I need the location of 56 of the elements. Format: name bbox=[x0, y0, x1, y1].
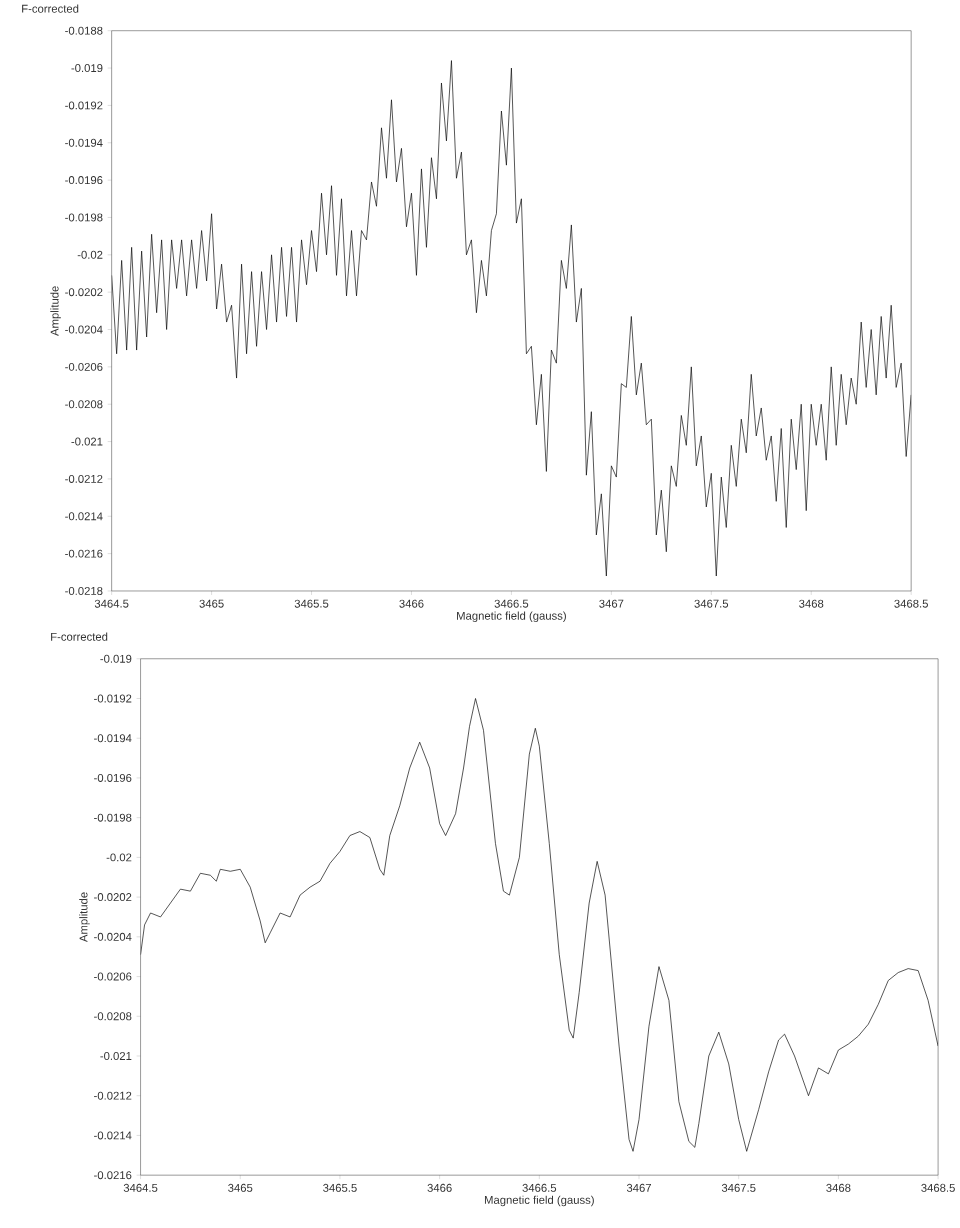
y-tick-label: -0.0212 bbox=[65, 474, 103, 483]
y-tick-label: -0.02 bbox=[77, 250, 103, 259]
x-tick-label: 3466.5 bbox=[522, 1183, 557, 1192]
y-tick-label: -0.0216 bbox=[94, 1171, 132, 1180]
y-tick-label: -0.02 bbox=[106, 853, 132, 862]
x-tick-label: 3468 bbox=[826, 1183, 851, 1192]
y-tick-label: -0.021 bbox=[71, 437, 103, 446]
y-tick-label: -0.0198 bbox=[65, 213, 103, 222]
chart-title: F-corrected bbox=[22, 4, 79, 13]
y-tick-label: -0.0208 bbox=[94, 1012, 132, 1021]
y-tick-label: -0.0192 bbox=[65, 101, 103, 110]
y-axis-title: Amplitude bbox=[79, 892, 90, 943]
y-tick-label: -0.0202 bbox=[94, 893, 132, 902]
x-tick-label: 3467.5 bbox=[721, 1183, 756, 1192]
y-tick-label: -0.0216 bbox=[65, 549, 103, 558]
y-tick-label: -0.0204 bbox=[65, 325, 103, 334]
x-axis-title: Magnetic field (gauss) bbox=[457, 611, 567, 622]
x-tick-label: 3468.5 bbox=[894, 599, 929, 608]
x-tick-label: 3464.5 bbox=[123, 1183, 158, 1192]
y-tick-label: -0.0196 bbox=[94, 773, 132, 782]
y-tick-label: -0.0204 bbox=[94, 932, 132, 941]
y-tick-label: -0.0208 bbox=[65, 400, 103, 409]
y-tick-label: -0.0218 bbox=[65, 586, 103, 595]
x-tick-label: 3465 bbox=[199, 599, 224, 608]
x-tick-label: 3467 bbox=[599, 599, 624, 608]
y-tick-label: -0.0214 bbox=[94, 1131, 132, 1140]
y-tick-label: -0.021 bbox=[100, 1052, 132, 1060]
y-tick-label: -0.0206 bbox=[65, 362, 103, 371]
y-tick-label: -0.019 bbox=[100, 654, 132, 663]
y-axis-title: Amplitude bbox=[50, 286, 61, 336]
y-tick-label: -0.0202 bbox=[65, 288, 103, 297]
y-tick-label: -0.0212 bbox=[94, 1091, 132, 1100]
y-tick-label: -0.0194 bbox=[94, 734, 132, 743]
y-tick-label: -0.0214 bbox=[65, 512, 103, 521]
chart-title: F-corrected bbox=[51, 632, 108, 641]
y-tick-label: -0.0198 bbox=[94, 813, 132, 822]
x-tick-label: 3467.5 bbox=[694, 599, 729, 608]
x-tick-label: 3466 bbox=[427, 1183, 452, 1192]
x-tick-label: 3465 bbox=[228, 1183, 253, 1192]
x-tick-label: 3464.5 bbox=[94, 599, 129, 608]
line-series bbox=[111, 60, 912, 577]
x-tick-label: 3465.5 bbox=[323, 1183, 357, 1192]
y-tick-label: -0.0194 bbox=[65, 138, 103, 147]
x-tick-label: 3468 bbox=[799, 599, 824, 608]
x-axis-title: Magnetic field (gauss) bbox=[485, 1195, 594, 1207]
y-tick-label: -0.0192 bbox=[94, 694, 132, 703]
x-tick-label: 3465.5 bbox=[294, 599, 329, 608]
x-tick-label: 3467 bbox=[627, 1183, 652, 1192]
x-tick-label: 3466 bbox=[399, 599, 424, 608]
x-tick-label: 3468.5 bbox=[921, 1183, 955, 1192]
y-tick-label: -0.019 bbox=[71, 64, 103, 73]
x-tick-label: 3466.5 bbox=[494, 599, 529, 608]
y-tick-label: -0.0188 bbox=[65, 26, 103, 35]
line-series bbox=[140, 698, 939, 1152]
y-tick-label: -0.0196 bbox=[65, 176, 103, 185]
y-tick-label: -0.0206 bbox=[94, 972, 132, 981]
